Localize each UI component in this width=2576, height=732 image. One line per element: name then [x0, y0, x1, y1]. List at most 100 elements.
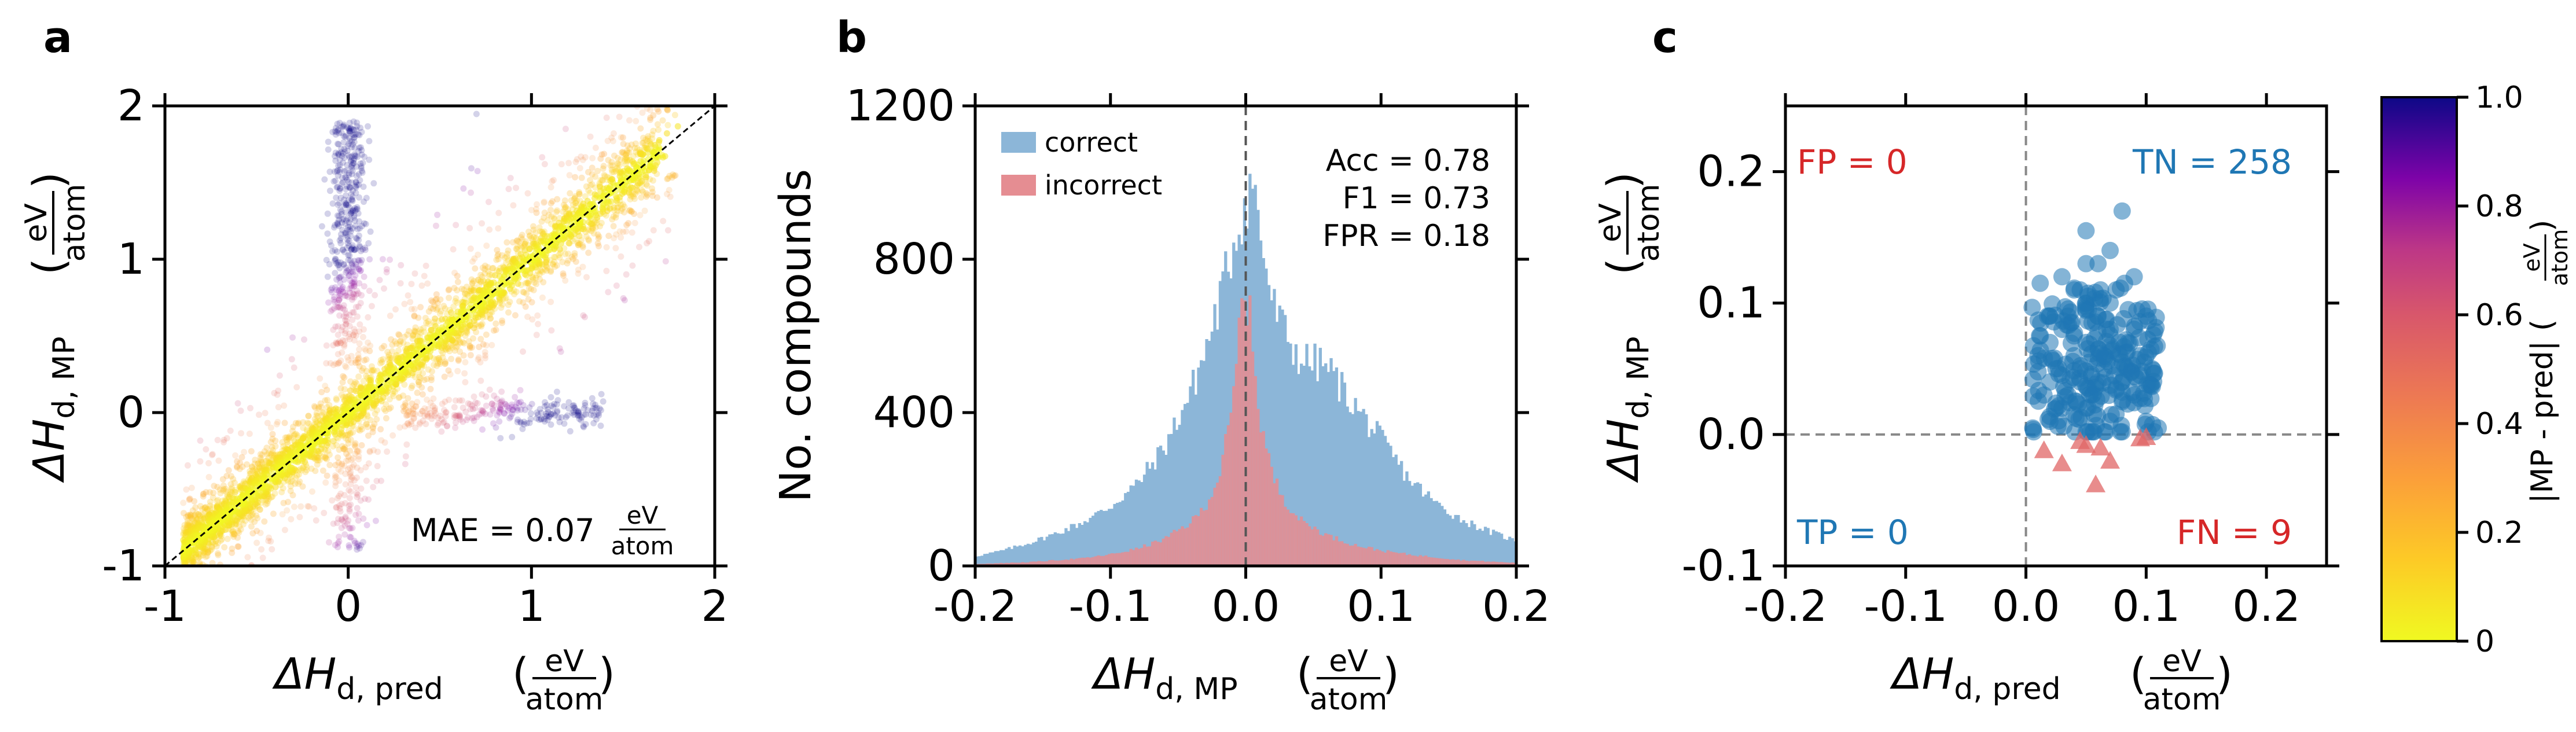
panel-a-point [472, 399, 479, 406]
panel-a-point [528, 299, 535, 306]
panel-a-point [495, 225, 502, 232]
panel-a-point [366, 348, 373, 355]
panel-a-point [621, 297, 628, 304]
panel-a-point [506, 404, 513, 411]
panel-a-point [332, 474, 339, 481]
panel-a-point [332, 284, 339, 291]
panel-a-point [232, 489, 239, 496]
panel-a-point [344, 466, 351, 473]
panel-a-point [234, 534, 241, 541]
panel-b-bar-incorrect [1397, 553, 1401, 566]
panel-b-xtick-label: -0.1 [1069, 582, 1152, 631]
panel-a-point [510, 406, 517, 413]
panel-a-point [248, 448, 255, 455]
panel-a-point [489, 405, 496, 412]
panel-a-point [337, 235, 344, 242]
panel-a-point [180, 573, 186, 579]
panel-a-point [349, 167, 356, 174]
panel-a-point [304, 503, 311, 510]
panel-b-bar-correct [1432, 501, 1436, 566]
panel-a-point [326, 187, 333, 194]
panel-a-point [458, 397, 465, 404]
panel-a-point [391, 338, 398, 345]
panel-b-bar-correct [1467, 527, 1471, 566]
panel-a-point [618, 134, 624, 141]
panel-a-point [649, 185, 656, 192]
panel-a-point [430, 395, 437, 402]
panel-a-point [353, 291, 359, 298]
panel-a-point [232, 452, 239, 459]
panel-a-point [434, 422, 441, 429]
panel-a-point [351, 258, 358, 264]
panel-a-point [359, 246, 366, 253]
panel-a-point [342, 481, 349, 488]
panel-a-point [566, 172, 573, 179]
panel-a-point [336, 237, 343, 244]
panel-b-legend: correct incorrect [1001, 127, 1162, 201]
panel-a-point [336, 223, 343, 229]
panel-a-point [344, 226, 351, 233]
panel-a-point [469, 402, 476, 409]
panel-a-point [656, 139, 662, 146]
panel-a-point [351, 131, 358, 138]
panel-a-point [600, 398, 607, 405]
panel-a-point [517, 387, 524, 393]
panel-a-point [360, 365, 367, 371]
panel-a-point [447, 371, 454, 378]
panel-a-point [497, 406, 504, 413]
panel-a-point [460, 185, 467, 192]
panel-b-bar-correct [1419, 484, 1422, 566]
panel-a-point [508, 413, 515, 420]
panel-a-point [539, 294, 546, 301]
panel-a-point [347, 525, 354, 532]
panel-b-bar-correct [1408, 481, 1412, 566]
panel-a-point [475, 356, 482, 363]
panel-a-point [457, 348, 464, 355]
panel-b-bar-incorrect [1275, 479, 1279, 566]
panel-a-point [520, 402, 527, 409]
panel-b-bar-correct [1392, 457, 1395, 566]
panel-a-point [476, 411, 483, 418]
panel-a-point [446, 286, 453, 293]
panel-a-point [664, 106, 671, 113]
panel-a-point [345, 440, 352, 447]
panel-a-point [558, 414, 565, 421]
panel-a-point [350, 263, 357, 270]
panel-a-point [342, 317, 349, 323]
panel-a-mae-annotation: MAE = 0.07 eV atom [411, 501, 674, 560]
panel-a-point [223, 435, 230, 442]
panel-a-point [340, 139, 347, 146]
panel-a-point [497, 435, 504, 442]
panel-a-point [371, 421, 378, 428]
panel-b-bar-incorrect [1118, 553, 1122, 566]
panel-c-point-tn [2121, 334, 2139, 352]
panel-a-point [663, 130, 670, 137]
panel-a-point [203, 446, 210, 453]
panel-b-bar-incorrect [1365, 548, 1368, 566]
panel-a-point [475, 251, 482, 258]
panel-a-point [324, 387, 330, 393]
panel-a-point [333, 473, 340, 480]
panel-a-point [348, 209, 355, 216]
colorbar: 00.20.40.60.81.0 |MP - pred| ( eV atom ) [2380, 80, 2573, 659]
panel-a-point [350, 290, 357, 297]
panel-a-point [345, 223, 352, 230]
panel-a-point [487, 411, 494, 418]
panel-a-point [205, 474, 212, 480]
legend-swatch-incorrect [1001, 175, 1036, 196]
panel-a-point [342, 209, 349, 216]
panel-b-bar-incorrect [1175, 531, 1179, 566]
panel-a-point [662, 258, 669, 265]
panel-a-point [351, 329, 358, 335]
panel-a-point [435, 414, 442, 421]
panel-a-point [428, 377, 435, 384]
panel-a-point [421, 412, 428, 419]
panel-a-point [472, 265, 479, 272]
panel-a-point [343, 450, 350, 457]
panel-a-point [346, 330, 353, 337]
panel-c-ytick-label: 0.0 [1697, 410, 1765, 459]
panel-a-point [386, 396, 393, 403]
panel-a-point [356, 257, 363, 264]
panel-a-point [346, 141, 352, 148]
panel-a-point [332, 256, 339, 263]
